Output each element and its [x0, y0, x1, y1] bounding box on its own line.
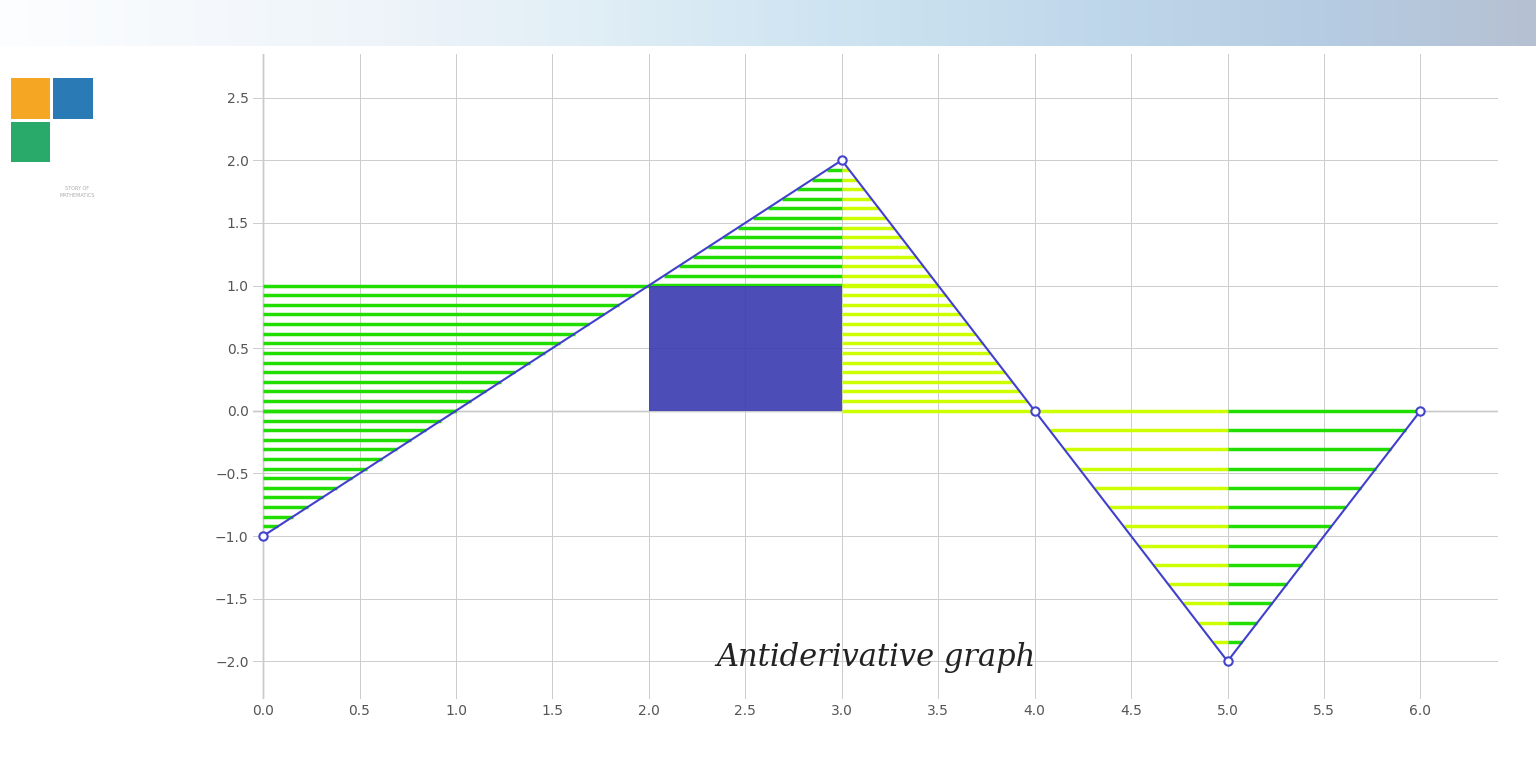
- Text: Antiderivative graph: Antiderivative graph: [716, 642, 1035, 673]
- Text: STORY OF
MATHEMATICS: STORY OF MATHEMATICS: [58, 186, 95, 198]
- Bar: [648, 286, 842, 411]
- Bar: [11, 122, 51, 162]
- Bar: [54, 78, 92, 118]
- Text: SOM: SOM: [61, 124, 92, 137]
- Bar: [11, 78, 51, 118]
